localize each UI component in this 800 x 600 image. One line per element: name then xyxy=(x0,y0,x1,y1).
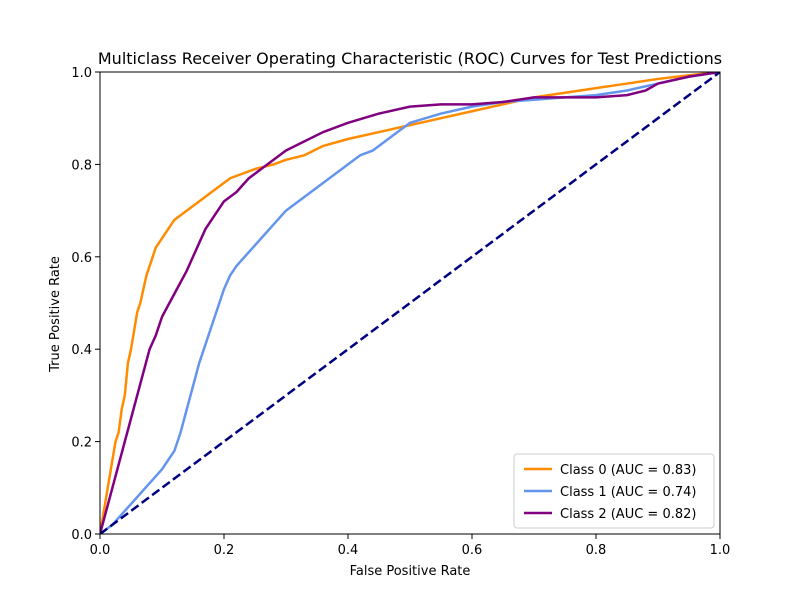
x-tick-label: 0.0 xyxy=(90,543,111,558)
x-tick-label: 0.8 xyxy=(586,543,607,558)
y-axis-label: True Positive Rate xyxy=(48,256,63,373)
series-line-class-2 xyxy=(100,72,720,534)
legend-entry-label: Class 0 (AUC = 0.83) xyxy=(560,463,696,478)
legend: Class 0 (AUC = 0.83) Class 1 (AUC = 0.74)… xyxy=(513,453,715,529)
y-tick-label: 1.0 xyxy=(71,66,92,81)
chart-title: Multiclass Receiver Operating Characteri… xyxy=(98,49,722,68)
x-tick-label: 0.6 xyxy=(462,543,483,558)
x-axis-label: False Positive Rate xyxy=(350,564,471,579)
y-tick-label: 0.6 xyxy=(71,251,92,266)
series-line-class-0 xyxy=(100,72,720,534)
y-tick-label: 0.0 xyxy=(71,528,92,543)
legend-entry-label: Class 1 (AUC = 0.74) xyxy=(560,485,696,500)
plot-area: 0.0 0.2 0.4 0.6 0.8 1.0 0.0 0.2 0.4 0.6 0.8 1.0 Clas… xyxy=(71,66,730,558)
chance-diagonal-line xyxy=(100,72,720,534)
plot-frame xyxy=(99,71,721,535)
y-tick-label: 0.8 xyxy=(71,158,92,173)
x-tick-label: 1.0 xyxy=(710,543,731,558)
y-tick-label: 0.4 xyxy=(71,343,92,358)
y-tick-label: 0.2 xyxy=(71,436,92,451)
x-tick-label: 0.4 xyxy=(338,543,359,558)
legend-box xyxy=(513,453,715,529)
x-tick-label: 0.2 xyxy=(214,543,235,558)
legend-entry-label: Class 2 (AUC = 0.82) xyxy=(560,507,696,522)
